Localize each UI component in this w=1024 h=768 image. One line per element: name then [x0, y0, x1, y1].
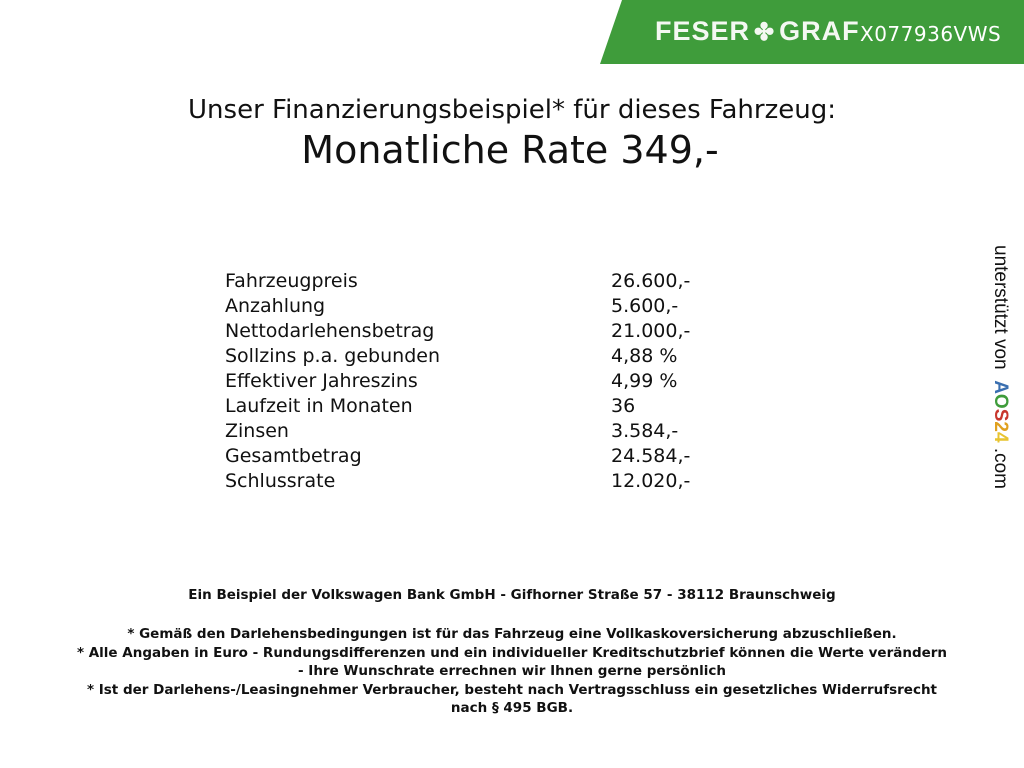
row-label: Fahrzeugpreis — [225, 270, 358, 292]
vehicle-code: X077936VWS — [860, 22, 1002, 46]
logo-text-feser: FESER — [655, 16, 751, 46]
row-value: 3.584,- — [611, 420, 679, 442]
finance-table: Fahrzeugpreis 26.600,- Anzahlung 5.600,- N… — [225, 270, 725, 495]
aos24-logo: AOS24 — [990, 380, 1011, 443]
table-row: Schlussrate 12.020,- — [225, 470, 725, 495]
footnote-insurance: * Gemäß den Darlehensbedingungen ist für… — [127, 626, 897, 642]
row-label: Laufzeit in Monaten — [225, 395, 413, 417]
row-value: 4,99 % — [611, 370, 678, 392]
table-row: Fahrzeugpreis 26.600,- — [225, 270, 725, 295]
monthly-rate: Monatliche Rate 349,- — [301, 128, 719, 172]
row-label: Anzahlung — [225, 295, 326, 317]
row-label: Effektiver Jahreszins — [225, 370, 418, 392]
row-label: Sollzins p.a. gebunden — [225, 345, 440, 367]
row-label: Schlussrate — [225, 470, 336, 492]
bank-info: Ein Beispiel der Volkswagen Bank GmbH - … — [188, 587, 836, 603]
row-value: 21.000,- — [611, 320, 691, 342]
footnote-rounding: * Alle Angaben in Euro - Rundungsdiffere… — [76, 645, 948, 679]
row-value: 12.020,- — [611, 470, 691, 492]
row-value: 4,88 % — [611, 345, 678, 367]
logo-text-graf: GRAF — [779, 16, 860, 46]
supported-by-aos24: unterstützt von AOS24 .com — [989, 245, 1011, 489]
row-value: 5.600,- — [611, 295, 679, 317]
table-row: Nettodarlehensbetrag 21.000,- — [225, 320, 725, 345]
row-value: 26.600,- — [611, 270, 691, 292]
table-row: Gesamtbetrag 24.584,- — [225, 445, 725, 470]
row-label: Nettodarlehensbetrag — [225, 320, 435, 342]
header-banner — [600, 0, 1024, 64]
clover-icon: ✤ — [754, 19, 776, 46]
footnote-withdrawal: * Ist der Darlehens-/Leasingnehmer Verbr… — [86, 682, 938, 716]
row-label: Gesamtbetrag — [225, 445, 362, 467]
table-row: Anzahlung 5.600,- — [225, 295, 725, 320]
table-row: Laufzeit in Monaten 36 — [225, 395, 725, 420]
supported-by-text: unterstützt von — [990, 245, 1011, 370]
table-row: Sollzins p.a. gebunden 4,88 % — [225, 345, 725, 370]
row-value: 36 — [611, 395, 636, 417]
aos24-domain: .com — [990, 447, 1011, 490]
row-value: 24.584,- — [611, 445, 691, 467]
table-row: Effektiver Jahreszins 4,99 % — [225, 370, 725, 395]
table-row: Zinsen 3.584,- — [225, 420, 725, 445]
brand-logo: FESER ✤ GRAF — [655, 16, 860, 47]
row-label: Zinsen — [225, 420, 289, 442]
title-line1: Unser Finanzierungsbeispiel* für dieses … — [188, 95, 836, 125]
